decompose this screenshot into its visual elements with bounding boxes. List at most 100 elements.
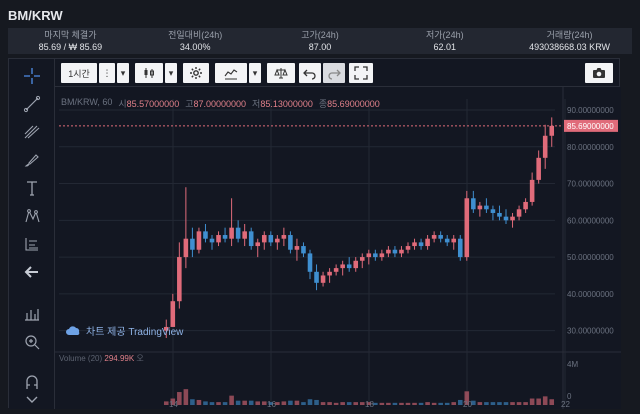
candle-body — [177, 257, 182, 302]
volume-bar — [471, 400, 476, 405]
drawing-toolbar — [9, 59, 55, 409]
volume-bar — [203, 401, 208, 405]
volume-axis-label: 4M — [567, 360, 578, 369]
stat-value: 34.00% — [179, 41, 211, 52]
volume-bar — [366, 402, 372, 405]
candle-body — [346, 264, 352, 269]
snapshot-button[interactable] — [585, 63, 613, 83]
indicators-button[interactable] — [215, 63, 247, 83]
candle-body — [340, 264, 345, 269]
candle-body — [190, 238, 195, 250]
stat-label: 고가(24h) — [301, 29, 339, 40]
brush-icon[interactable] — [21, 149, 43, 171]
undo-button[interactable] — [299, 63, 321, 83]
volume-bar — [307, 399, 313, 405]
candle-body — [536, 157, 541, 180]
fullscreen-button[interactable] — [349, 63, 373, 83]
stat-low-24h: 저가(24h) 62.01 — [382, 28, 507, 54]
volume-bar — [457, 399, 463, 405]
volume-bar — [386, 402, 391, 405]
ohlc-legend: BM/KRW, 60 시85.57000000 고87.00000000 저85… — [61, 97, 380, 110]
arrow-left-icon[interactable] — [21, 261, 43, 283]
candle-body — [386, 249, 391, 254]
candle-body — [392, 249, 398, 254]
volume-bar — [418, 402, 424, 405]
zoom-in-icon[interactable] — [21, 331, 43, 353]
chart-type-button[interactable] — [135, 63, 163, 83]
stat-value: 85.69 / ₩ 85.69 — [38, 41, 103, 52]
chart-type-dropdown[interactable]: ▾ — [165, 63, 177, 83]
x-tick-label: 14 — [169, 400, 178, 409]
volume-bar — [340, 402, 345, 405]
watermark-text: 차트 제공 TradingView — [86, 327, 184, 338]
volume-bar — [255, 401, 261, 405]
candle-body — [542, 135, 548, 158]
candle-body — [333, 268, 339, 272]
y-tick-label: 90.00000000 — [567, 106, 614, 115]
volume-bar — [477, 402, 483, 405]
legend-open-label: 시 — [118, 99, 127, 109]
pattern-tool-icon[interactable] — [21, 205, 43, 227]
candle-body — [301, 246, 306, 254]
text-tool-icon[interactable] — [21, 177, 43, 199]
candle-body — [418, 242, 424, 247]
volume-bar — [549, 399, 555, 405]
candle-body — [529, 179, 535, 202]
stat-label: 거래량(24h) — [546, 29, 593, 40]
last-price-label: 85.69000000 — [567, 122, 614, 131]
interval-button[interactable]: 1시간 — [61, 63, 97, 83]
volume-bar — [359, 402, 365, 405]
stat-label: 저가(24h) — [426, 29, 464, 40]
chevron-down-icon[interactable] — [21, 389, 43, 411]
interval-more-button[interactable]: ⋮ — [99, 63, 115, 83]
magnet-icon[interactable] — [21, 371, 43, 393]
stat-value: 87.00 — [308, 41, 332, 52]
crosshair-icon[interactable] — [21, 65, 43, 87]
undo-icon — [303, 69, 316, 80]
volume-bar — [523, 402, 528, 405]
indicators-dropdown[interactable]: ▾ — [249, 63, 261, 83]
candle-body — [477, 205, 483, 210]
volume-bar — [301, 402, 306, 405]
redo-button[interactable] — [323, 63, 345, 83]
volume-bar — [353, 402, 359, 405]
volume-bar — [516, 402, 522, 405]
volume-bar — [438, 402, 443, 405]
candle-body — [196, 231, 202, 250]
interval-dropdown-button[interactable]: ▾ — [117, 63, 129, 83]
stat-label: 전일대비(24h) — [168, 29, 223, 40]
candle-body — [379, 253, 385, 258]
tradingview-chart[interactable]: 1시간 ⋮ ▾ ▾ ▾ — [8, 58, 621, 409]
volume-bar — [209, 402, 215, 405]
fib-tool-icon[interactable] — [21, 121, 43, 143]
settings-button[interactable] — [183, 63, 209, 83]
candle-body — [320, 275, 326, 283]
candle-body — [457, 238, 463, 258]
y-tick-label: 40.00000000 — [567, 290, 614, 299]
compare-button[interactable] — [267, 63, 295, 83]
prediction-tool-icon[interactable] — [21, 233, 43, 255]
volume-bar — [314, 399, 319, 405]
volume-tail: 오 — [136, 354, 144, 363]
volume-bar — [261, 401, 267, 405]
trend-line-icon[interactable] — [21, 93, 43, 115]
candle-body — [425, 238, 430, 247]
tradingview-watermark[interactable]: 차트 제공 TradingView — [65, 323, 183, 338]
volume-axis-label: 0 — [567, 392, 572, 401]
candle-body — [314, 271, 319, 283]
volume-bar — [333, 402, 339, 405]
stat-change-24h: 전일대비(24h) 34.00% — [133, 28, 258, 54]
candle-body — [471, 198, 476, 210]
legend-high: 87.00000000 — [193, 99, 247, 109]
x-tick-label: 16 — [267, 400, 276, 409]
measure-icon[interactable] — [21, 303, 43, 325]
price-chart[interactable]: 90.00000000 80.00000000 70.00000000 60.0000… — [55, 87, 621, 409]
candle-body — [327, 271, 332, 276]
volume-bar — [229, 395, 234, 405]
volume-bar — [275, 402, 280, 405]
volume-bar — [379, 402, 385, 405]
x-tick-label: 18 — [365, 400, 374, 409]
legend-high-label: 고 — [185, 99, 194, 109]
candle-body — [281, 235, 287, 239]
volume-bar — [503, 402, 509, 405]
